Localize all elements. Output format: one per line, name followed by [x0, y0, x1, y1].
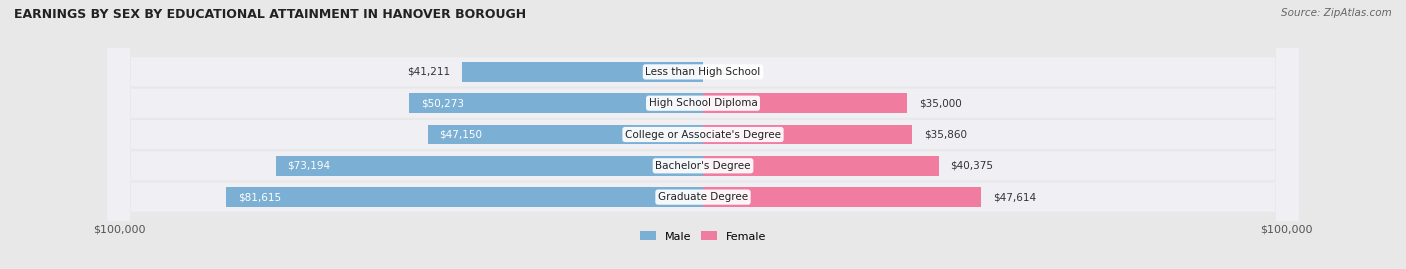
FancyBboxPatch shape — [107, 0, 1299, 269]
FancyBboxPatch shape — [107, 0, 1299, 269]
Bar — [703, 187, 981, 207]
FancyBboxPatch shape — [107, 0, 1299, 269]
Text: Less than High School: Less than High School — [645, 67, 761, 77]
Bar — [409, 94, 703, 113]
Text: High School Diploma: High School Diploma — [648, 98, 758, 108]
Bar — [703, 125, 912, 144]
Bar — [427, 125, 703, 144]
Text: $73,194: $73,194 — [287, 161, 330, 171]
Text: College or Associate's Degree: College or Associate's Degree — [626, 129, 780, 140]
Legend: Male, Female: Male, Female — [636, 227, 770, 246]
Text: $35,000: $35,000 — [920, 98, 962, 108]
FancyBboxPatch shape — [107, 0, 1299, 269]
Text: $0: $0 — [714, 67, 728, 77]
Bar — [276, 156, 703, 175]
Text: Bachelor's Degree: Bachelor's Degree — [655, 161, 751, 171]
Bar — [463, 62, 703, 82]
Text: $41,211: $41,211 — [408, 67, 451, 77]
Text: Graduate Degree: Graduate Degree — [658, 192, 748, 202]
Text: EARNINGS BY SEX BY EDUCATIONAL ATTAINMENT IN HANOVER BOROUGH: EARNINGS BY SEX BY EDUCATIONAL ATTAINMEN… — [14, 8, 526, 21]
Text: $81,615: $81,615 — [238, 192, 281, 202]
FancyBboxPatch shape — [107, 0, 1299, 269]
Text: $40,375: $40,375 — [950, 161, 994, 171]
Text: $35,860: $35,860 — [924, 129, 967, 140]
Bar — [703, 156, 939, 175]
Bar — [703, 94, 907, 113]
Text: $47,150: $47,150 — [440, 129, 482, 140]
Text: $50,273: $50,273 — [422, 98, 464, 108]
Bar — [226, 187, 703, 207]
Text: Source: ZipAtlas.com: Source: ZipAtlas.com — [1281, 8, 1392, 18]
Text: $47,614: $47,614 — [993, 192, 1036, 202]
